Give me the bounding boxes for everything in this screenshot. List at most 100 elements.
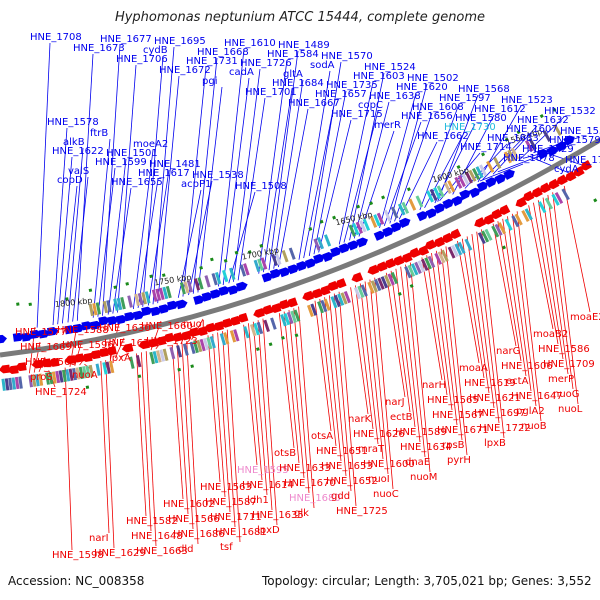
arrow-shape: [146, 338, 159, 348]
cog-block-reverse: [199, 338, 206, 352]
gene-label-reverse: HNE_1606: [501, 361, 553, 372]
leader-line-reverse: [145, 351, 157, 547]
gene-label-reverse: HNE_1577: [15, 327, 67, 338]
arrow-shape: [536, 149, 549, 160]
gene-label-reverse: HNE_1598: [52, 550, 104, 561]
block-shape: [479, 164, 488, 177]
gene-label-forward: HNE_1684: [272, 78, 324, 89]
block-shape: [551, 193, 560, 206]
gene-label-reverse: narH: [422, 380, 446, 391]
cog-block-forward: [141, 292, 148, 305]
block-shape: [134, 293, 140, 307]
block-shape: [51, 371, 57, 384]
cog-block-forward: [408, 198, 417, 211]
cog-block-forward: [239, 264, 247, 277]
forward-gene-arrow: [494, 173, 507, 185]
gene-label-reverse: moaE2: [570, 312, 600, 323]
gene-label-reverse: HNE_1709: [543, 359, 595, 370]
leader-line-forward: [188, 180, 213, 296]
arrow-shape: [261, 304, 273, 315]
leader-line-forward: [477, 105, 522, 183]
block-shape: [144, 291, 151, 304]
gene-label-forward: HNE_1501: [106, 148, 158, 159]
forward-gene-arrow: [485, 177, 497, 188]
cog-block-reverse: [95, 363, 101, 376]
reverse-gene-arrow: [539, 182, 551, 193]
gc-marker: [85, 385, 90, 389]
leader-line-reverse: [212, 333, 226, 498]
block-shape: [210, 257, 214, 262]
leader-line-forward: [353, 101, 390, 239]
arrow-shape: [556, 174, 568, 185]
arrow-shape: [408, 247, 421, 258]
cog-block-reverse: [280, 314, 287, 327]
cog-block-reverse: [249, 323, 257, 337]
forward-gene-arrow: [468, 187, 481, 199]
cog-block-reverse: [229, 330, 237, 343]
reverse-gene-arrow: [15, 362, 27, 372]
forward-gene-arrow: [503, 169, 515, 180]
cog-block-reverse: [28, 375, 34, 388]
leader-line-reverse: [257, 320, 273, 511]
block-shape: [491, 225, 500, 238]
reverse-gene-arrow: [383, 258, 396, 269]
leader-line-reverse: [497, 221, 522, 362]
cog-block-forward: [316, 237, 325, 250]
arrow-shape: [98, 316, 110, 326]
block-shape: [35, 374, 40, 387]
gc-marker: [223, 258, 228, 263]
arrow-shape: [433, 203, 446, 214]
leader-line-reverse: [400, 266, 421, 443]
cog-block-forward: [376, 212, 385, 225]
block-shape: [521, 210, 530, 223]
gene-label-reverse: HNE_1629: [94, 548, 146, 559]
cog-block-forward: [257, 258, 264, 271]
block-shape: [493, 157, 502, 170]
block-shape: [355, 221, 364, 234]
block-shape: [356, 204, 361, 209]
arrow-shape: [398, 217, 411, 229]
cog-block-forward: [348, 224, 356, 237]
block-shape: [137, 374, 142, 379]
gene-label-forward: HNE_1729: [522, 144, 574, 155]
gene-label-reverse: HNE_1566: [168, 514, 220, 525]
arrow-shape: [269, 268, 282, 279]
gene-label-forward: HNE_1706: [116, 54, 168, 65]
block-shape: [182, 343, 189, 356]
leader-line-forward: [303, 99, 336, 259]
reverse-gene-arrow: [498, 204, 511, 215]
arrow-shape: [150, 306, 162, 317]
block-shape: [415, 195, 424, 208]
gene-label-reverse: HNE_1722: [479, 423, 531, 434]
gene-label-forward: HNE_1708: [30, 32, 82, 43]
cog-block-reverse: [504, 218, 513, 231]
gene-label-forward: HNE_1657: [315, 89, 367, 100]
block-shape: [209, 336, 216, 349]
block-shape: [316, 237, 325, 250]
arrow-shape: [326, 280, 339, 291]
forward-gene-arrow: [29, 329, 42, 339]
gc-marker: [294, 333, 299, 338]
cog-block-reverse: [129, 356, 135, 369]
cog-block-forward: [162, 286, 169, 300]
block-shape: [456, 164, 461, 170]
cog-block-reverse: [149, 351, 155, 365]
block-shape: [260, 257, 268, 270]
reverse-gene-arrow: [236, 312, 249, 323]
block-shape: [384, 274, 392, 287]
block-shape: [538, 201, 547, 214]
cog-block-forward: [274, 252, 282, 265]
leader-line-forward: [268, 50, 299, 271]
block-shape: [381, 195, 386, 200]
block-shape: [390, 271, 399, 285]
leader-line-forward: [222, 77, 250, 286]
block-shape: [219, 333, 227, 346]
block-shape: [274, 252, 282, 265]
block-shape: [436, 185, 445, 198]
gene-label-reverse: HNE_1681: [215, 527, 267, 538]
block-shape: [511, 215, 520, 228]
gene-label-reverse: HNE_1595: [237, 465, 289, 476]
gene-label-forward: HNE_1678: [503, 153, 555, 164]
arrow-shape: [356, 237, 368, 248]
block-shape: [380, 276, 389, 289]
